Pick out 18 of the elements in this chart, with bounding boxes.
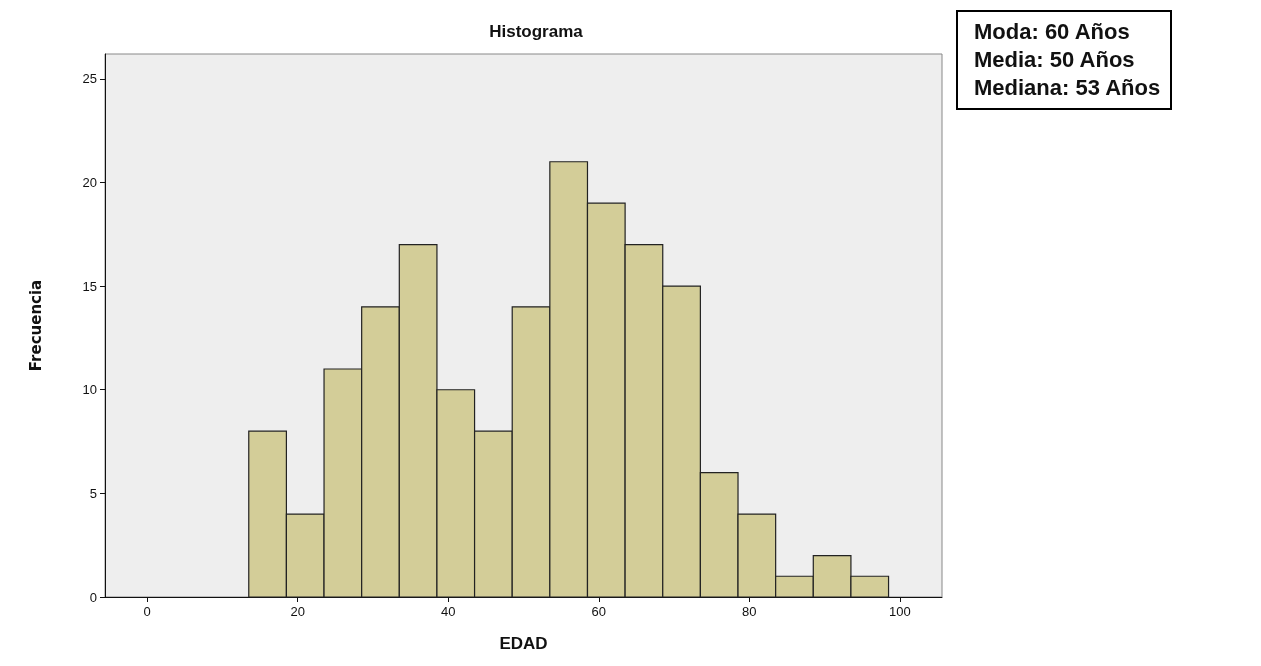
y-tick-label: 15 xyxy=(82,278,97,294)
y-tick-label: 25 xyxy=(82,71,97,87)
x-tick-label: 0 xyxy=(143,604,151,619)
x-tick-label: 40 xyxy=(441,604,456,619)
chart-title: Histograma xyxy=(489,22,584,41)
text: Mediana: 53 Años xyxy=(974,74,1161,102)
x-tick-label: 100 xyxy=(889,604,911,619)
x-tick-label: 60 xyxy=(591,604,606,619)
y-tick-label: 0 xyxy=(89,589,97,605)
text: Moda: 60 Años xyxy=(974,18,1131,46)
text: Media: 50 Años xyxy=(974,46,1136,74)
y-tick-label: 5 xyxy=(89,485,97,501)
x-tick-label: 80 xyxy=(742,604,757,619)
y-axis-title: Frecuencia xyxy=(26,279,45,372)
x-axis-title: EDAD xyxy=(499,634,548,653)
y-tick-label: 20 xyxy=(82,175,97,190)
y-tick-label: 10 xyxy=(82,382,97,398)
x-tick-label: 20 xyxy=(290,604,305,619)
